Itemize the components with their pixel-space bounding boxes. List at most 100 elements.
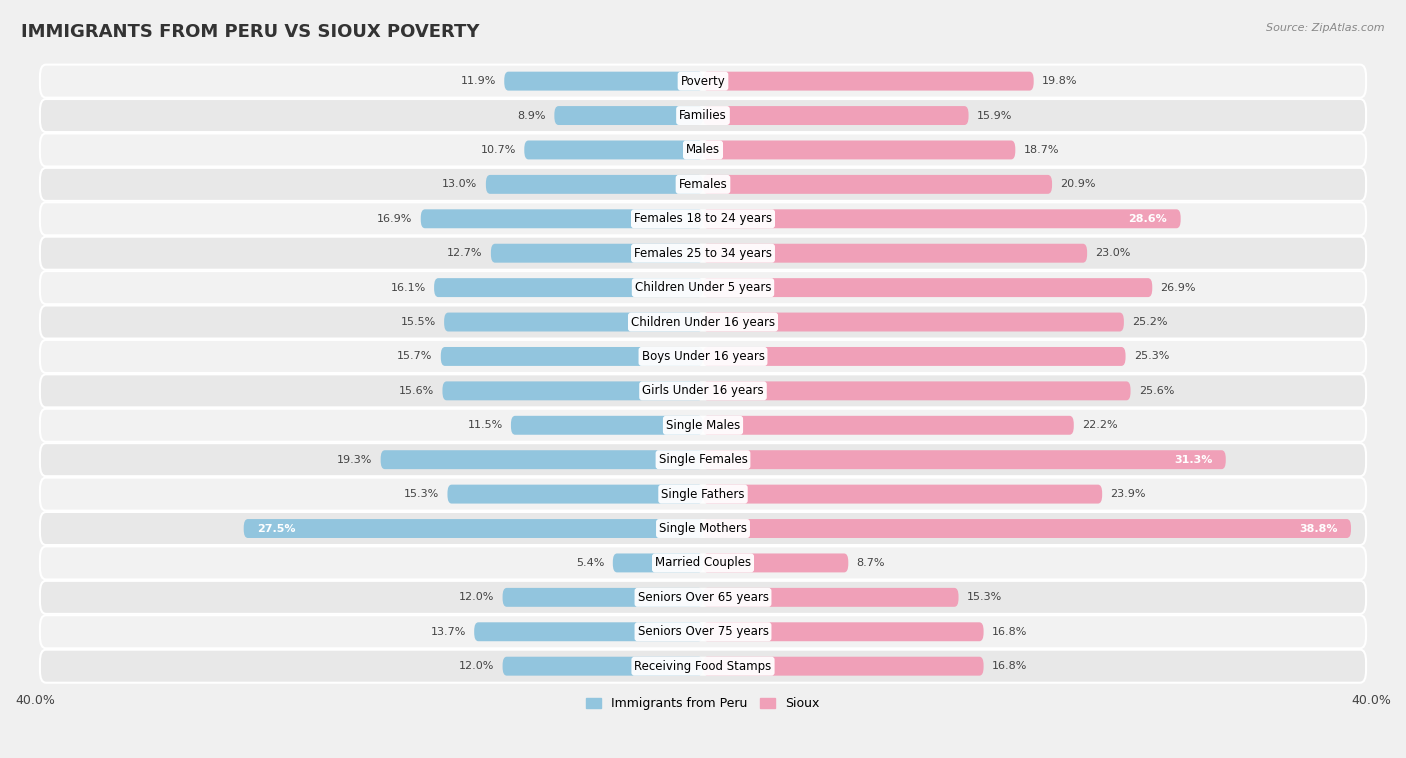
FancyBboxPatch shape — [703, 381, 1130, 400]
Text: 31.3%: 31.3% — [1174, 455, 1212, 465]
FancyBboxPatch shape — [39, 133, 1367, 167]
Text: IMMIGRANTS FROM PERU VS SIOUX POVERTY: IMMIGRANTS FROM PERU VS SIOUX POVERTY — [21, 23, 479, 41]
FancyBboxPatch shape — [39, 305, 1367, 339]
FancyBboxPatch shape — [39, 547, 1367, 579]
FancyBboxPatch shape — [39, 581, 1367, 614]
FancyBboxPatch shape — [39, 443, 1367, 476]
Text: Source: ZipAtlas.com: Source: ZipAtlas.com — [1267, 23, 1385, 33]
FancyBboxPatch shape — [39, 236, 1367, 270]
FancyBboxPatch shape — [703, 312, 1123, 331]
Text: 11.5%: 11.5% — [467, 420, 502, 431]
Text: 23.0%: 23.0% — [1095, 248, 1130, 258]
FancyBboxPatch shape — [447, 484, 703, 503]
Text: 16.9%: 16.9% — [377, 214, 412, 224]
FancyBboxPatch shape — [505, 72, 703, 91]
Text: 15.9%: 15.9% — [977, 111, 1012, 121]
Text: Males: Males — [686, 143, 720, 156]
Text: 5.4%: 5.4% — [576, 558, 605, 568]
FancyBboxPatch shape — [613, 553, 703, 572]
FancyBboxPatch shape — [420, 209, 703, 228]
FancyBboxPatch shape — [441, 347, 703, 366]
FancyBboxPatch shape — [502, 588, 703, 607]
FancyBboxPatch shape — [703, 553, 848, 572]
FancyBboxPatch shape — [703, 278, 1153, 297]
Text: 13.7%: 13.7% — [430, 627, 465, 637]
FancyBboxPatch shape — [39, 64, 1367, 98]
Text: 38.8%: 38.8% — [1299, 524, 1337, 534]
Text: Children Under 5 years: Children Under 5 years — [634, 281, 772, 294]
Text: 16.8%: 16.8% — [993, 661, 1028, 671]
Text: Girls Under 16 years: Girls Under 16 years — [643, 384, 763, 397]
Text: Single Males: Single Males — [666, 418, 740, 432]
Text: 12.0%: 12.0% — [458, 661, 495, 671]
FancyBboxPatch shape — [243, 519, 703, 538]
FancyBboxPatch shape — [486, 175, 703, 194]
Legend: Immigrants from Peru, Sioux: Immigrants from Peru, Sioux — [581, 692, 825, 715]
Text: 19.3%: 19.3% — [337, 455, 373, 465]
Text: Single Females: Single Females — [658, 453, 748, 466]
FancyBboxPatch shape — [703, 72, 1033, 91]
Text: 16.1%: 16.1% — [391, 283, 426, 293]
Text: Single Fathers: Single Fathers — [661, 487, 745, 500]
Text: Families: Families — [679, 109, 727, 122]
FancyBboxPatch shape — [39, 650, 1367, 683]
Text: 28.6%: 28.6% — [1129, 214, 1167, 224]
FancyBboxPatch shape — [39, 409, 1367, 442]
Text: 16.8%: 16.8% — [993, 627, 1028, 637]
Text: 27.5%: 27.5% — [257, 524, 295, 534]
FancyBboxPatch shape — [443, 381, 703, 400]
Text: 26.9%: 26.9% — [1160, 283, 1197, 293]
FancyBboxPatch shape — [474, 622, 703, 641]
Text: Females 25 to 34 years: Females 25 to 34 years — [634, 246, 772, 260]
FancyBboxPatch shape — [381, 450, 703, 469]
Text: 10.7%: 10.7% — [481, 145, 516, 155]
Text: 12.0%: 12.0% — [458, 592, 495, 603]
FancyBboxPatch shape — [703, 588, 959, 607]
Text: Boys Under 16 years: Boys Under 16 years — [641, 350, 765, 363]
FancyBboxPatch shape — [491, 244, 703, 263]
Text: 8.9%: 8.9% — [517, 111, 546, 121]
FancyBboxPatch shape — [703, 244, 1087, 263]
Text: 25.3%: 25.3% — [1133, 352, 1170, 362]
FancyBboxPatch shape — [39, 99, 1367, 132]
FancyBboxPatch shape — [703, 519, 1351, 538]
FancyBboxPatch shape — [444, 312, 703, 331]
FancyBboxPatch shape — [39, 512, 1367, 545]
FancyBboxPatch shape — [524, 140, 703, 159]
FancyBboxPatch shape — [39, 168, 1367, 201]
Text: Poverty: Poverty — [681, 74, 725, 88]
Text: 25.6%: 25.6% — [1139, 386, 1174, 396]
FancyBboxPatch shape — [39, 340, 1367, 373]
Text: 22.2%: 22.2% — [1083, 420, 1118, 431]
FancyBboxPatch shape — [703, 484, 1102, 503]
FancyBboxPatch shape — [510, 416, 703, 435]
Text: Females: Females — [679, 178, 727, 191]
Text: Seniors Over 75 years: Seniors Over 75 years — [637, 625, 769, 638]
Text: 11.9%: 11.9% — [461, 76, 496, 86]
FancyBboxPatch shape — [502, 656, 703, 675]
Text: 18.7%: 18.7% — [1024, 145, 1059, 155]
Text: 23.9%: 23.9% — [1111, 489, 1146, 499]
FancyBboxPatch shape — [703, 347, 1126, 366]
Text: 15.3%: 15.3% — [967, 592, 1002, 603]
FancyBboxPatch shape — [39, 615, 1367, 648]
Text: Seniors Over 65 years: Seniors Over 65 years — [637, 590, 769, 604]
Text: 19.8%: 19.8% — [1042, 76, 1077, 86]
Text: Receiving Food Stamps: Receiving Food Stamps — [634, 659, 772, 672]
FancyBboxPatch shape — [703, 175, 1052, 194]
Text: 25.2%: 25.2% — [1132, 317, 1168, 327]
Text: 8.7%: 8.7% — [856, 558, 886, 568]
FancyBboxPatch shape — [703, 622, 984, 641]
FancyBboxPatch shape — [703, 106, 969, 125]
Text: 15.3%: 15.3% — [404, 489, 439, 499]
FancyBboxPatch shape — [554, 106, 703, 125]
Text: Females 18 to 24 years: Females 18 to 24 years — [634, 212, 772, 225]
Text: Children Under 16 years: Children Under 16 years — [631, 315, 775, 328]
Text: 15.7%: 15.7% — [396, 352, 433, 362]
FancyBboxPatch shape — [39, 271, 1367, 304]
FancyBboxPatch shape — [703, 140, 1015, 159]
Text: 20.9%: 20.9% — [1060, 180, 1095, 190]
FancyBboxPatch shape — [703, 656, 984, 675]
FancyBboxPatch shape — [703, 209, 1181, 228]
FancyBboxPatch shape — [39, 478, 1367, 511]
